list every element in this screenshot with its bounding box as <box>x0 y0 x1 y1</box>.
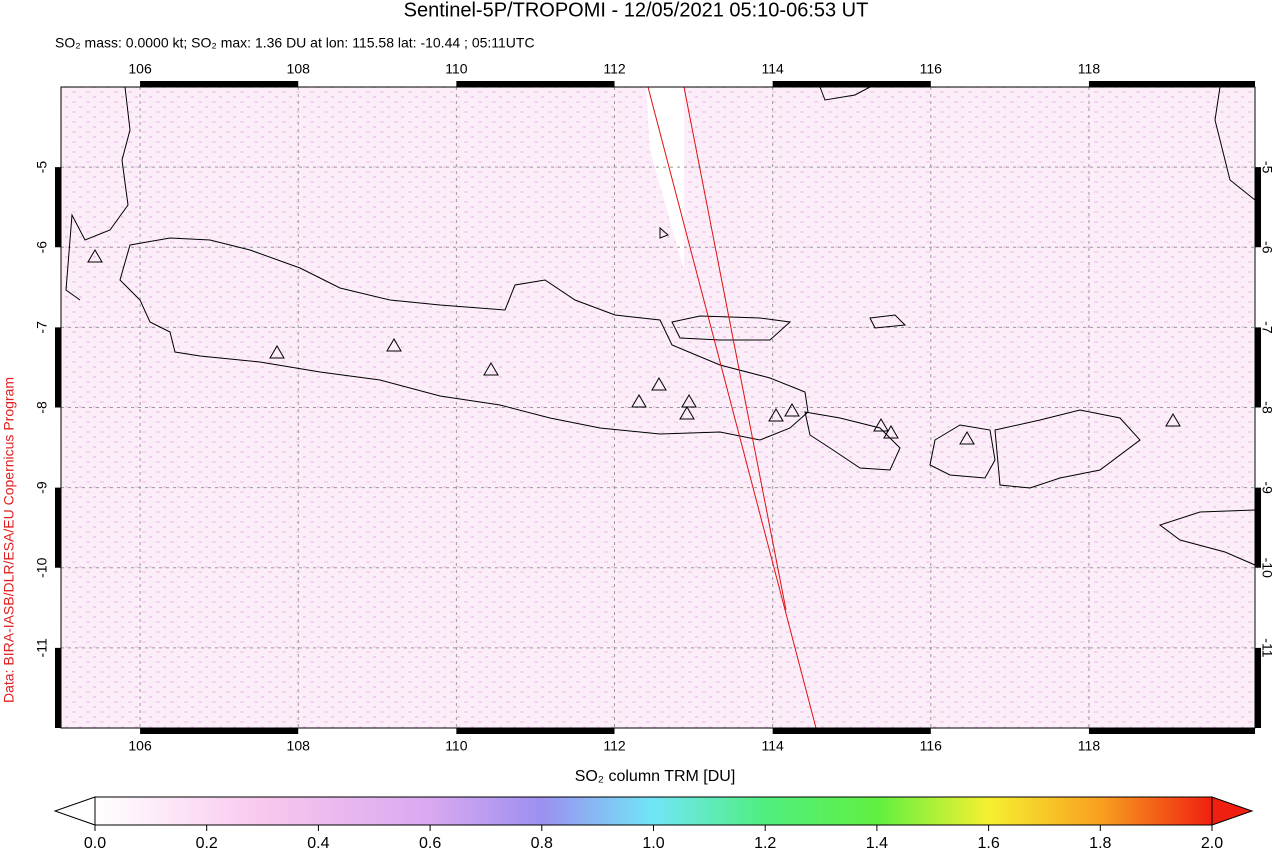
frame-bar <box>1255 167 1261 248</box>
coast-sumbawa <box>994 409 1141 489</box>
x-tick-label: 114 <box>761 61 784 77</box>
subtitle: SO₂ mass: 0.0000 kt; SO₂ max: 1.36 DU at… <box>55 35 535 51</box>
volcanoes <box>87 249 1181 445</box>
y-tick-label: -9 <box>34 481 50 494</box>
y-tick-label: -11 <box>34 638 50 657</box>
frame-bar <box>140 728 299 734</box>
frame-bar <box>1088 81 1255 87</box>
frame-bar <box>1255 487 1261 568</box>
x-tick-label: 108 <box>287 61 311 77</box>
colorbar-tick-label: 0.4 <box>307 835 329 852</box>
x-tick-label: 118 <box>1078 738 1101 754</box>
swath-gap <box>646 87 684 270</box>
y-tick-label: -5 <box>1259 161 1272 174</box>
coast-bali <box>804 411 901 471</box>
frame-bar <box>55 167 61 248</box>
x-tick-label: 116 <box>920 61 943 77</box>
colorbar-tick-label: 0.6 <box>419 835 441 852</box>
colorbar-tick-label: 1.8 <box>1089 835 1111 852</box>
orbit-edge <box>683 86 787 611</box>
coast-sumatra <box>65 86 131 301</box>
x-tick-label: 110 <box>445 738 468 754</box>
frame-bar <box>456 81 615 87</box>
coast-java <box>119 237 809 441</box>
x-tick-label: 114 <box>761 738 784 754</box>
frame-bar <box>456 728 615 734</box>
colorbar-tick-label: 1.4 <box>866 835 888 852</box>
map <box>55 81 1261 734</box>
colorbar-tick-label: 2.0 <box>1201 835 1223 852</box>
x-tick-label: 108 <box>287 738 311 754</box>
coast-lombok <box>929 424 996 479</box>
x-tick-label: 106 <box>128 61 152 77</box>
y-tick-label: -10 <box>1259 558 1272 578</box>
y-tick-label: -5 <box>34 161 50 174</box>
colorbar-tick-label: 0.2 <box>196 835 218 852</box>
volcano-markers <box>87 249 1181 445</box>
y-tick-label: -8 <box>1259 401 1272 414</box>
y-tick-label: -8 <box>34 401 50 414</box>
x-tick-label: 116 <box>920 738 943 754</box>
colorbar-tick-label: 0.8 <box>531 835 553 852</box>
colorbar <box>53 796 1254 831</box>
x-tick-label: 112 <box>603 61 626 77</box>
title: Sentinel-5P/TROPOMI - 12/05/2021 05:10-0… <box>404 0 869 21</box>
y-tick-label: -7 <box>34 321 50 334</box>
y-tick-label: -6 <box>1259 241 1272 254</box>
orbit-edge <box>647 86 817 729</box>
frame-bar <box>772 81 931 87</box>
x-tick-label: 112 <box>603 738 626 754</box>
frame-bar <box>55 327 61 408</box>
frame-bar <box>1088 728 1255 734</box>
x-tick-label: 110 <box>445 61 468 77</box>
frame-bar <box>772 728 931 734</box>
colorbar-over <box>1211 796 1254 826</box>
colorbar-tick-label: 1.6 <box>977 835 999 852</box>
y-tick-label: -6 <box>34 241 50 254</box>
coast-flores <box>1158 509 1256 566</box>
y-tick-label: -11 <box>1259 638 1272 657</box>
coast-madura <box>671 315 792 341</box>
y-tick-label: -9 <box>1259 481 1272 494</box>
coast-borneo <box>819 86 871 101</box>
frame-bar <box>1255 327 1261 408</box>
frame-bar <box>55 647 61 728</box>
x-tick-label: 106 <box>128 738 152 754</box>
frame-bar <box>1255 647 1261 728</box>
y-tick-label: -10 <box>34 557 50 577</box>
frame-bar <box>55 487 61 568</box>
colorbar-under <box>53 796 96 826</box>
x-tick-label: 118 <box>1078 61 1101 77</box>
y-tick-label: -7 <box>1259 321 1272 334</box>
colorbar-tick-label: 0.0 <box>84 835 106 852</box>
credit: Data: BIRA-IASB/DLR/ESA/EU Copernicus Pr… <box>1 377 17 703</box>
coast-sulawesi <box>1214 86 1256 201</box>
colorbar-label: SO₂ column TRM [DU] <box>575 768 736 785</box>
coast-islands <box>659 226 907 329</box>
coastlines <box>65 86 1256 566</box>
colorbar-tick-label: 1.2 <box>754 835 776 852</box>
frame-bar <box>140 81 299 87</box>
colorbar-tick-label: 1.0 <box>642 835 664 852</box>
orbit-lines <box>647 86 817 729</box>
colorbar-gradient <box>94 796 1213 826</box>
